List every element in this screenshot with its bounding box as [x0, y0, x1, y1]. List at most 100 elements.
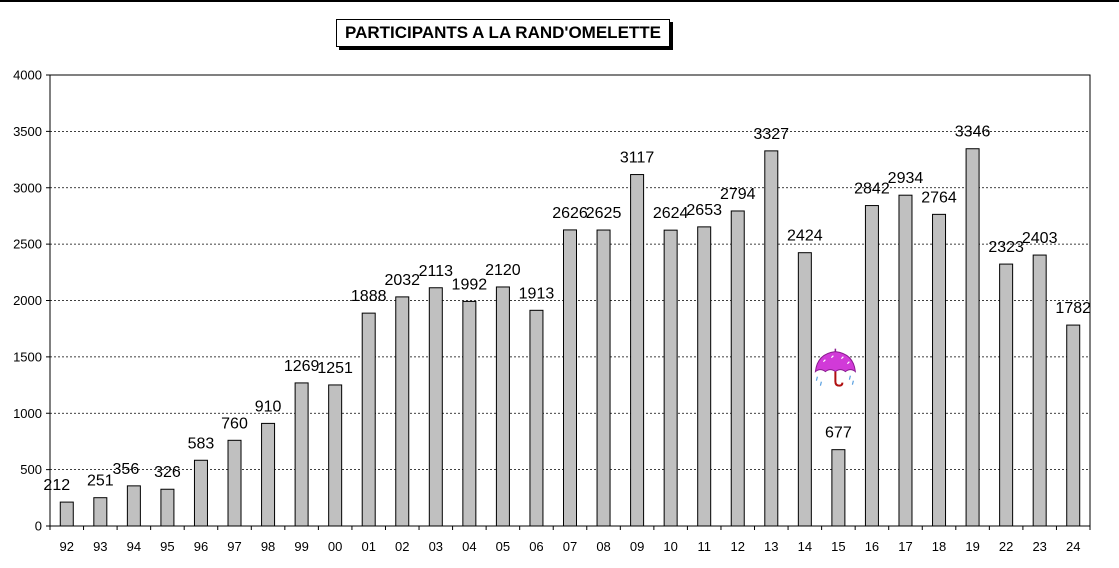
x-tick-label: 05: [496, 539, 510, 554]
data-label-95: 326: [154, 464, 181, 481]
bar-93: [93, 497, 108, 527]
data-label-00: 1251: [317, 360, 353, 377]
x-tick-label: 23: [1032, 539, 1046, 554]
bar-04: [462, 300, 477, 527]
x-tick-label: 08: [596, 539, 610, 554]
bar-14: [797, 252, 812, 527]
bar-02: [395, 296, 410, 527]
x-tick-label: 99: [294, 539, 308, 554]
x-tick-label: 19: [965, 539, 979, 554]
bar-09: [630, 174, 645, 527]
data-label-16: 2842: [854, 181, 890, 198]
bar-16: [864, 205, 879, 527]
bar-01: [361, 312, 376, 527]
x-tick-label: 94: [127, 539, 141, 554]
data-label-19: 3346: [955, 124, 991, 141]
x-tick-label: 14: [798, 539, 812, 554]
x-tick-label: 16: [865, 539, 879, 554]
data-label-01: 1888: [351, 288, 387, 305]
data-label-24: 1782: [1055, 300, 1091, 317]
x-tick-label: 02: [395, 539, 409, 554]
bar-18: [932, 213, 947, 527]
bar-94: [126, 485, 141, 527]
x-tick-label: 92: [60, 539, 74, 554]
data-label-06: 1913: [519, 285, 555, 302]
data-label-10: 2624: [653, 205, 689, 222]
bar-12: [730, 210, 745, 527]
y-tick-label: 2000: [13, 293, 42, 308]
x-tick-label: 96: [194, 539, 208, 554]
data-label-08: 2625: [586, 205, 622, 222]
x-tick-label: 12: [731, 539, 745, 554]
x-tick-label: 22: [999, 539, 1013, 554]
x-tick-label: 18: [932, 539, 946, 554]
y-tick-label: 0: [35, 519, 42, 534]
data-label-02: 2032: [384, 272, 420, 289]
umbrella-rain-icon: [814, 348, 857, 387]
y-tick-label: 2500: [13, 237, 42, 252]
bar-23: [1032, 254, 1047, 527]
x-tick-label: 09: [630, 539, 644, 554]
bar-95: [160, 488, 175, 527]
chart-title: PARTICIPANTS A LA RAND'OMELETTE: [345, 23, 662, 42]
data-label-98: 910: [255, 398, 282, 415]
annotations: [814, 348, 857, 387]
data-label-11: 2653: [686, 202, 722, 219]
bar-98: [261, 422, 276, 527]
data-label-92: 212: [43, 477, 70, 494]
y-tick-label: 3500: [13, 124, 42, 139]
y-tick-label: 500: [20, 462, 42, 477]
data-label-05: 2120: [485, 262, 521, 279]
data-label-22: 2323: [988, 239, 1024, 256]
x-tick-label: 95: [160, 539, 174, 554]
data-label-96: 583: [188, 435, 215, 452]
bar-11: [697, 226, 712, 527]
bar-96: [193, 459, 208, 527]
bar-17: [898, 194, 913, 527]
y-tick-label: 1000: [13, 406, 42, 421]
bar-00: [328, 384, 343, 527]
data-label-97: 760: [221, 415, 248, 432]
data-label-12: 2794: [720, 186, 756, 203]
chart-title-box: PARTICIPANTS A LA RAND'OMELETTE: [336, 19, 671, 47]
bar-22: [999, 263, 1014, 527]
data-label-94: 356: [113, 461, 140, 478]
data-label-14: 2424: [787, 228, 823, 245]
x-tick-label: 03: [429, 539, 443, 554]
x-tick-label: 98: [261, 539, 275, 554]
bar-10: [663, 229, 678, 527]
y-tick-label: 1500: [13, 349, 42, 364]
data-label-13: 3327: [753, 126, 789, 143]
x-tick-label: 00: [328, 539, 342, 554]
bar-92: [59, 501, 74, 527]
bar-13: [764, 150, 779, 527]
x-tick-label: 17: [898, 539, 912, 554]
x-tick-label: 10: [663, 539, 677, 554]
x-tick-label: 04: [462, 539, 476, 554]
y-tick-label: 4000: [13, 68, 42, 83]
y-tick-label: 3000: [13, 180, 42, 195]
bar-15: [831, 449, 846, 527]
data-label-17: 2934: [888, 170, 924, 187]
bar-07: [563, 229, 577, 527]
x-tick-label: 13: [764, 539, 778, 554]
x-tick-label: 15: [831, 539, 845, 554]
data-label-07: 2626: [552, 205, 588, 222]
bar-05: [495, 286, 510, 527]
bar-06: [529, 309, 544, 527]
bars: [59, 148, 1081, 527]
bar-24: [1066, 324, 1081, 527]
bar-03: [428, 287, 443, 527]
x-tick-label: 24: [1066, 539, 1080, 554]
x-tick-label: 01: [361, 539, 375, 554]
data-label-15: 677: [825, 425, 852, 442]
data-label-93: 251: [87, 473, 114, 490]
bar-97: [227, 439, 242, 527]
data-label-23: 2403: [1022, 230, 1058, 247]
x-tick-label: 11: [697, 539, 711, 554]
x-tick-label: 06: [529, 539, 543, 554]
x-tick-label: 07: [563, 539, 577, 554]
